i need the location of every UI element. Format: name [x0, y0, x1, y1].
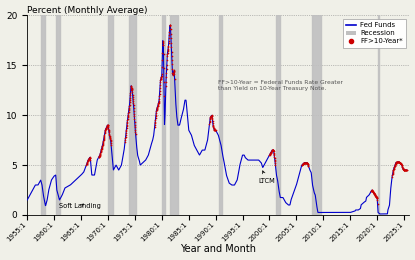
Bar: [107, 15, 113, 215]
Bar: [170, 15, 178, 215]
Bar: [129, 15, 136, 215]
Legend: Fed Funds, Recession, FF>10-Year*: Fed Funds, Recession, FF>10-Year*: [342, 19, 406, 48]
Text: Soft Landing: Soft Landing: [59, 204, 101, 210]
Bar: [276, 15, 280, 215]
Bar: [56, 15, 61, 215]
Bar: [162, 15, 165, 215]
Text: Percent (Monthly Average): Percent (Monthly Average): [27, 5, 148, 15]
Bar: [378, 15, 379, 215]
Bar: [219, 15, 222, 215]
Bar: [41, 15, 45, 215]
Text: FF>10-Year = Federal Funds Rate Greater
than Yield on 10-Year Treasury Note.: FF>10-Year = Federal Funds Rate Greater …: [218, 80, 343, 91]
Text: LTCM: LTCM: [259, 171, 275, 184]
Bar: [312, 15, 321, 215]
X-axis label: Year and Month: Year and Month: [181, 244, 256, 255]
